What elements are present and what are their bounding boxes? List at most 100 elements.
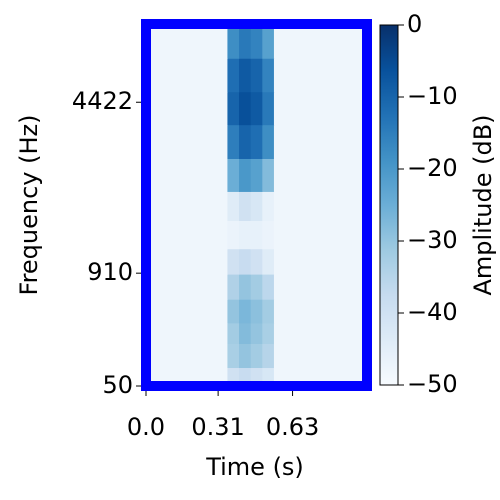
cell: [273, 91, 287, 126]
cell: [227, 248, 240, 275]
cell: [146, 299, 170, 324]
cell: [332, 191, 368, 221]
cell: [239, 220, 252, 250]
cell: [227, 58, 240, 93]
cell: [250, 91, 263, 126]
cell: [227, 274, 240, 300]
cell: [215, 343, 228, 369]
cell: [239, 299, 252, 324]
cell: [169, 191, 194, 221]
cell: [285, 322, 310, 345]
cell: [262, 191, 275, 221]
cell: [273, 248, 287, 275]
cell: [262, 322, 275, 345]
cell: [308, 24, 333, 59]
cell: [262, 343, 275, 369]
cell: [192, 299, 217, 324]
cell: [285, 158, 310, 192]
cell: [215, 248, 228, 275]
cell: [192, 343, 217, 369]
cell: [308, 58, 333, 93]
colorbar-tick-label: −40: [407, 298, 458, 326]
cell: [215, 220, 228, 250]
cell: [215, 322, 228, 345]
cell: [239, 274, 252, 300]
cell: [239, 322, 252, 345]
cell: [332, 343, 368, 369]
cell: [215, 24, 228, 59]
cell: [285, 91, 310, 126]
cell: [273, 24, 287, 59]
cell: [250, 124, 263, 159]
cell: [146, 24, 170, 59]
cell: [192, 58, 217, 93]
cell: [169, 322, 194, 345]
colorbar-tick-label: −10: [407, 82, 458, 110]
cell: [273, 158, 287, 192]
cell: [239, 91, 252, 126]
cell: [262, 248, 275, 275]
colorbar-label: Amplitude (dB): [469, 114, 497, 295]
cell: [332, 274, 368, 300]
cell: [239, 248, 252, 275]
x-tick-label: 0.31: [191, 413, 244, 441]
cell: [146, 248, 170, 275]
cell: [273, 343, 287, 369]
cell: [273, 299, 287, 324]
cell: [308, 124, 333, 159]
cell: [146, 124, 170, 159]
cell: [262, 158, 275, 192]
cell: [146, 191, 170, 221]
cell: [332, 158, 368, 192]
cell: [239, 343, 252, 369]
cell: [308, 322, 333, 345]
y-tick-label: 910: [87, 258, 133, 286]
cell: [169, 220, 194, 250]
cell: [239, 24, 252, 59]
cell: [169, 91, 194, 126]
cell: [227, 343, 240, 369]
cell: [308, 248, 333, 275]
cell: [146, 220, 170, 250]
cell: [273, 220, 287, 250]
colorbar-tick-label: −30: [407, 226, 458, 254]
cell: [146, 322, 170, 345]
cell: [146, 274, 170, 300]
cell: [262, 58, 275, 93]
cell: [169, 299, 194, 324]
cell: [227, 124, 240, 159]
cell: [169, 274, 194, 300]
cell: [308, 191, 333, 221]
cell: [215, 191, 228, 221]
cell: [285, 124, 310, 159]
y-axis-label: Frequency (Hz): [15, 115, 43, 296]
y-tick-label: 4422: [72, 87, 133, 115]
cell: [273, 124, 287, 159]
cell: [192, 220, 217, 250]
cell: [285, 58, 310, 93]
colorbar-tick-label: −20: [407, 154, 458, 182]
cell: [285, 299, 310, 324]
cell: [192, 158, 217, 192]
cell: [227, 322, 240, 345]
cell: [192, 248, 217, 275]
cell: [215, 124, 228, 159]
cell: [285, 274, 310, 300]
cell: [169, 248, 194, 275]
cell: [192, 322, 217, 345]
cell: [250, 299, 263, 324]
cell: [192, 124, 217, 159]
cell: [262, 91, 275, 126]
cell: [146, 158, 170, 192]
heatmap: [146, 24, 368, 387]
cell: [250, 322, 263, 345]
cell: [250, 343, 263, 369]
cell: [250, 158, 263, 192]
cell: [332, 91, 368, 126]
cell: [239, 124, 252, 159]
colorbar: [379, 24, 399, 386]
cell: [308, 299, 333, 324]
cell: [239, 158, 252, 192]
cell: [332, 248, 368, 275]
